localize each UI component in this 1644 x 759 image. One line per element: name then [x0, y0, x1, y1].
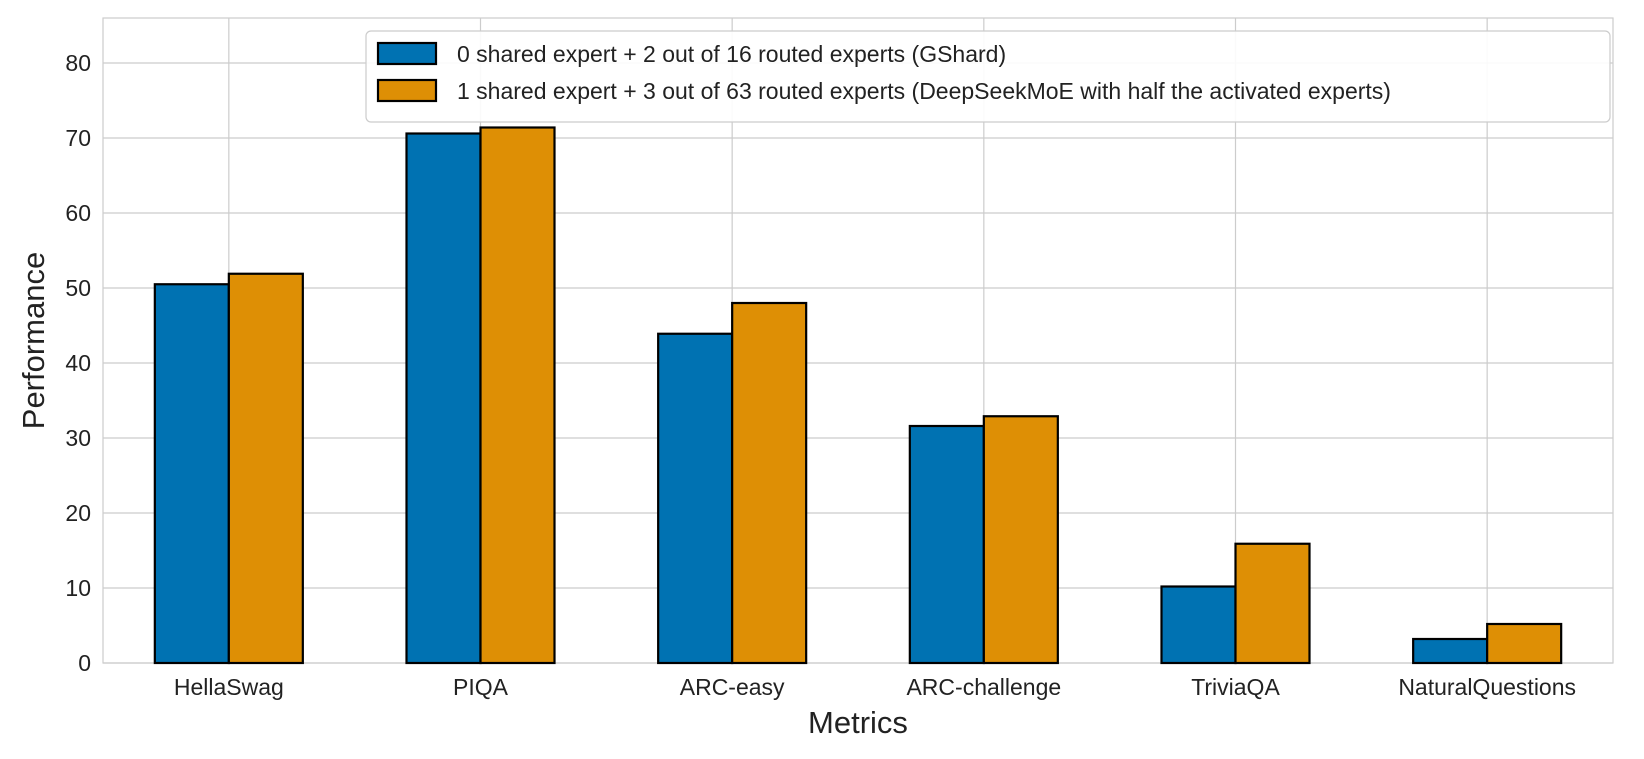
y-tick-label: 80	[65, 50, 91, 76]
x-tick-labels: HellaSwag PIQA ARC-easy ARC-challenge Trivia…	[174, 674, 1576, 700]
plot-frame	[102, 17, 1614, 664]
legend-label-2: 1 shared expert + 3 out of 63 routed exp…	[457, 78, 1391, 104]
x-axis-title: Metrics	[808, 705, 908, 740]
bar-series-1	[405, 132, 482, 665]
bar-series-1	[657, 332, 734, 665]
y-tick-label: 70	[65, 125, 91, 151]
legend: 0 shared expert + 2 out of 16 routed exp…	[365, 30, 1611, 123]
bar-series-1	[1412, 637, 1489, 665]
y-axis-title: Performance	[16, 252, 51, 429]
y-tick-label: 10	[65, 575, 91, 601]
x-tick-label: HellaSwag	[174, 674, 284, 700]
bar-series-1	[153, 283, 230, 665]
y-tick-label: 50	[65, 275, 91, 301]
legend-label-1: 0 shared expert + 2 out of 16 routed exp…	[457, 41, 1006, 67]
bar-series-2	[1234, 542, 1311, 665]
y-tick-label: 20	[65, 500, 91, 526]
bar-series-2	[731, 301, 808, 665]
legend-box	[365, 30, 1611, 123]
bar-series-2	[1486, 622, 1563, 665]
legend-swatch-2	[376, 78, 438, 103]
x-tick-label: ARC-easy	[680, 674, 785, 700]
bar-series-2	[227, 272, 304, 665]
x-tick-label: ARC-challenge	[906, 674, 1061, 700]
bar-series-1	[1160, 585, 1237, 665]
legend-swatch-1	[376, 41, 438, 66]
bar-series-2	[479, 126, 556, 665]
bar-series-2	[982, 415, 1059, 665]
y-tick-labels: 0 10 20 30 40 50 60 70 80	[65, 50, 91, 676]
y-tick-label: 60	[65, 200, 91, 226]
y-tick-label: 30	[65, 425, 91, 451]
bars	[153, 126, 1563, 665]
x-tick-label: TriviaQA	[1191, 674, 1280, 700]
x-tick-label: NaturalQuestions	[1398, 674, 1576, 700]
x-tick-label: PIQA	[453, 674, 509, 700]
y-tick-label: 40	[65, 350, 91, 376]
bar-series-1	[908, 424, 985, 665]
y-tick-label: 0	[78, 650, 91, 676]
